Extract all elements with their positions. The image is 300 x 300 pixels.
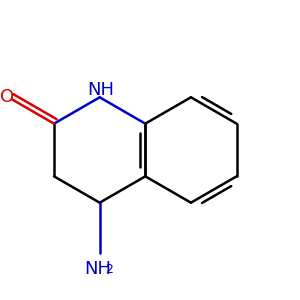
Text: 2: 2 (105, 263, 112, 276)
Text: O: O (0, 88, 14, 106)
Text: NH: NH (87, 81, 114, 99)
Text: NH: NH (85, 260, 112, 278)
